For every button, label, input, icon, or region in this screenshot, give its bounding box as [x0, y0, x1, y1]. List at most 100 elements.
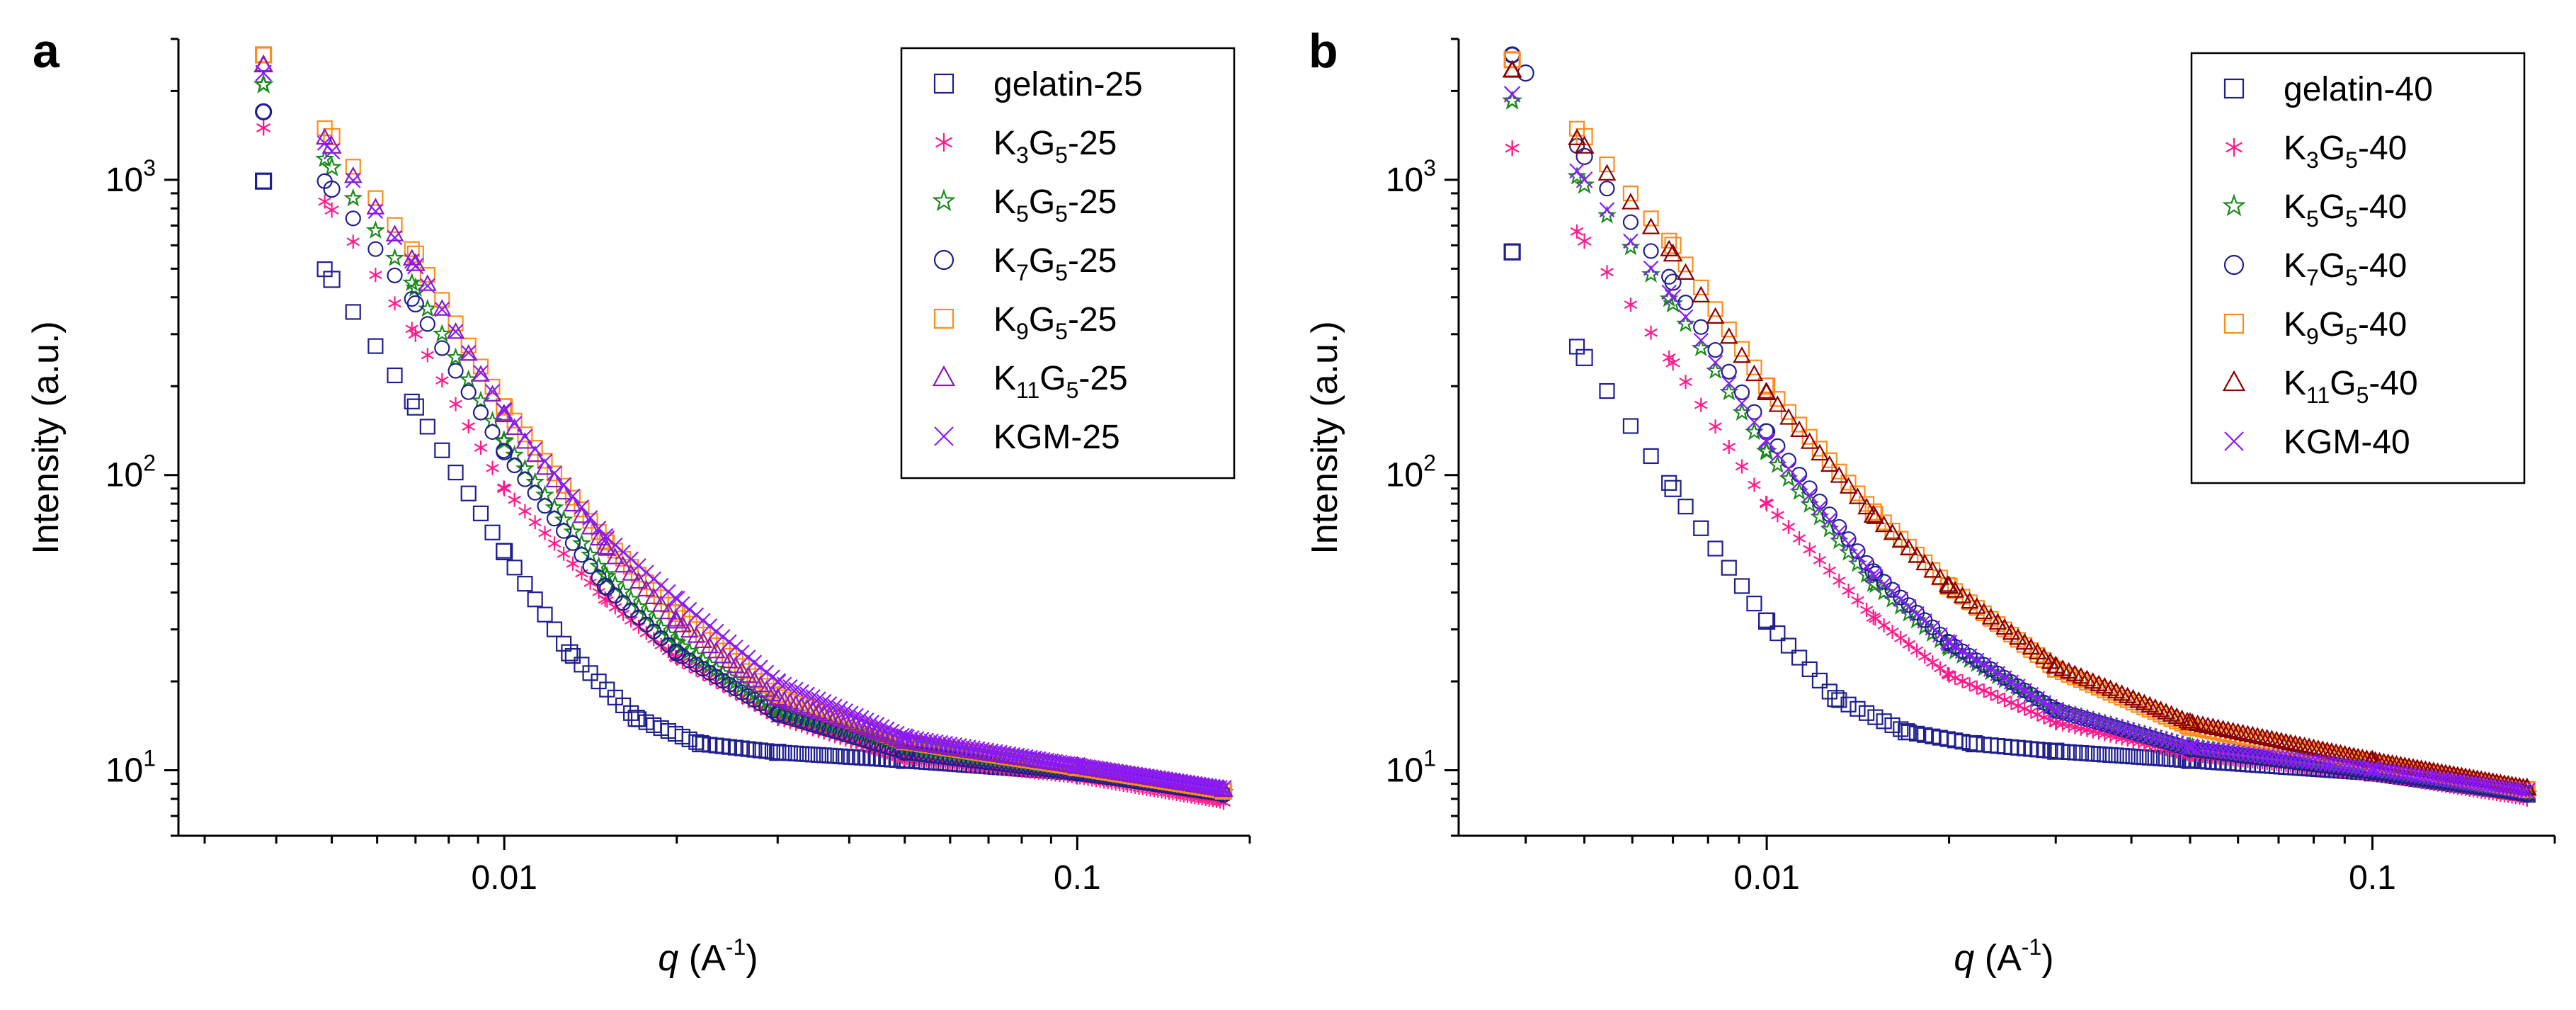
curve-marker — [687, 626, 706, 643]
curve-marker — [1983, 662, 1999, 677]
curve-marker — [254, 55, 273, 72]
curve-marker — [564, 648, 581, 664]
curve-marker — [1876, 574, 1892, 590]
curve-marker — [1721, 322, 1737, 338]
curve-marker — [1877, 618, 1891, 632]
curve-marker — [556, 635, 572, 652]
curve-marker — [831, 710, 850, 727]
curve-marker — [345, 159, 361, 175]
curve-marker — [564, 494, 582, 512]
curve-marker — [889, 725, 905, 742]
curve-marker — [1733, 384, 1750, 400]
curve-marker — [564, 489, 581, 506]
curve-marker — [1791, 474, 1807, 490]
curve-marker — [867, 722, 887, 739]
curve-marker — [659, 602, 678, 620]
curve-marker — [591, 673, 607, 690]
legend-label: K11G5-40 — [2284, 365, 2418, 408]
curve-marker — [387, 229, 403, 246]
curve-marker — [1693, 279, 1709, 295]
legend-label: K7G5-25 — [993, 242, 1117, 285]
curve-marker — [581, 518, 600, 535]
curve-marker — [404, 393, 420, 409]
curve-marker — [448, 363, 464, 379]
curve-marker — [1504, 244, 1520, 260]
curve-marker — [256, 47, 272, 63]
legend-label: K3G5-25 — [993, 125, 1117, 168]
curve-marker — [843, 705, 859, 721]
curve-marker — [433, 299, 452, 316]
curve-marker — [632, 619, 646, 634]
curve-marker — [2129, 691, 2148, 708]
curve-marker — [2163, 734, 2179, 750]
curve-marker — [253, 74, 273, 93]
curve-marker — [734, 645, 750, 660]
curve-marker — [933, 734, 949, 751]
curve-marker — [497, 480, 511, 495]
data-point — [1664, 237, 1682, 254]
data-point — [561, 644, 579, 662]
data-point — [1577, 233, 1592, 249]
curve-marker — [1643, 243, 1659, 259]
curve-marker — [1693, 319, 1709, 335]
curve-marker — [2223, 722, 2242, 739]
curve-marker — [599, 681, 615, 698]
legend-marker — [2223, 313, 2245, 334]
curve-marker — [2167, 707, 2186, 724]
curve-marker — [2295, 736, 2314, 754]
curve-marker — [1707, 341, 1723, 358]
data-point — [408, 326, 423, 342]
curve-marker — [1662, 350, 1676, 365]
curve-marker — [582, 513, 598, 529]
curve-marker — [877, 725, 896, 743]
curve-marker — [2276, 732, 2296, 749]
curve-marker — [637, 579, 656, 597]
curve-marker — [1820, 455, 1839, 472]
curve-marker — [483, 385, 502, 402]
curve-marker — [1212, 780, 1228, 795]
curve-marker — [2204, 717, 2223, 734]
curve-marker — [804, 700, 822, 717]
curve-marker — [2199, 716, 2218, 734]
curve-marker — [1933, 661, 1947, 676]
curve-marker — [913, 732, 930, 747]
curve-marker — [1621, 237, 1641, 256]
curve-marker — [460, 485, 477, 501]
curve-marker — [740, 663, 756, 679]
curve-marker — [2272, 732, 2291, 749]
curve-marker — [879, 721, 895, 737]
curve-marker — [419, 267, 435, 283]
legend-marker — [933, 308, 954, 329]
curve-marker — [821, 747, 838, 764]
curve-marker — [1733, 341, 1750, 357]
legend-marker — [2222, 193, 2246, 217]
curve-marker — [884, 723, 900, 739]
curve-marker — [799, 686, 815, 702]
curve-marker — [2135, 693, 2154, 710]
curve-marker — [1643, 210, 1659, 227]
curve-marker — [681, 601, 697, 618]
curve-marker — [1733, 346, 1751, 363]
curve-marker — [1869, 611, 1882, 626]
curve-marker — [894, 727, 910, 744]
curve-marker — [952, 738, 967, 754]
curve-marker — [1893, 721, 1909, 737]
curve-marker — [2041, 652, 2060, 669]
curve-marker — [574, 499, 590, 515]
curve-marker — [1706, 307, 1725, 324]
curve-marker — [809, 702, 828, 720]
curve-marker — [1842, 583, 1855, 598]
curve-marker — [460, 345, 477, 361]
curve-marker — [1505, 141, 1519, 156]
curve-marker — [2061, 705, 2077, 722]
curve-marker — [2183, 713, 2202, 730]
data-point — [1575, 171, 1593, 188]
curve-marker — [739, 666, 758, 683]
curve-marker — [1746, 595, 1762, 612]
curve-marker — [2313, 740, 2332, 757]
curve-marker — [1918, 649, 1932, 664]
curve-marker — [838, 703, 854, 719]
curve-marker — [506, 416, 523, 431]
curve-marker — [2318, 741, 2337, 758]
curve-marker — [2209, 718, 2228, 736]
